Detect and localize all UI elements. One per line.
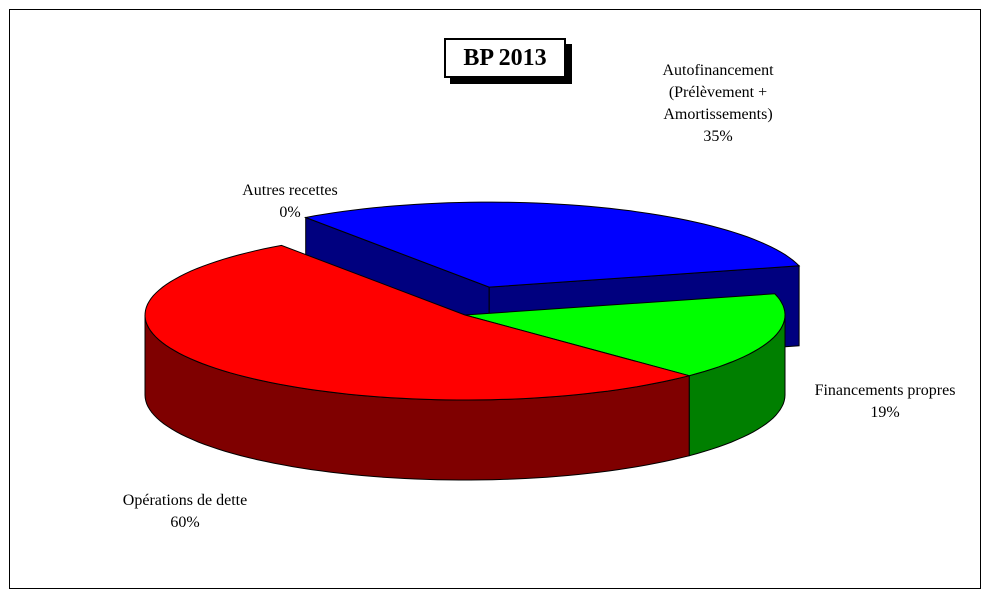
category-name: Financements propres <box>814 382 956 399</box>
slice-label: Opérations de dette 60% <box>90 490 280 534</box>
value-label: 35% <box>703 128 733 145</box>
category-name: Autofinancement (Prélèvement + Amortisse… <box>662 62 774 123</box>
category-name: Autres recettes <box>242 182 338 199</box>
slice <box>464 293 786 377</box>
category-name: Opérations de dette <box>122 492 248 509</box>
slice <box>303 201 801 288</box>
value-label: 60% <box>170 514 200 531</box>
page: BP 2013 (() => { const data = JSON.parse… <box>9 9 990 589</box>
slice-label: Autofinancement (Prélèvement + Amortisse… <box>618 60 818 148</box>
slice <box>144 244 692 401</box>
chart-title: BP 2013 <box>444 38 566 78</box>
chart <box>144 201 801 481</box>
slice-label: Autres recettes 0% <box>210 180 370 224</box>
value-label: 19% <box>870 404 900 421</box>
slice-label: Financements propres 19% <box>780 380 990 424</box>
value-label: 0% <box>279 204 301 221</box>
